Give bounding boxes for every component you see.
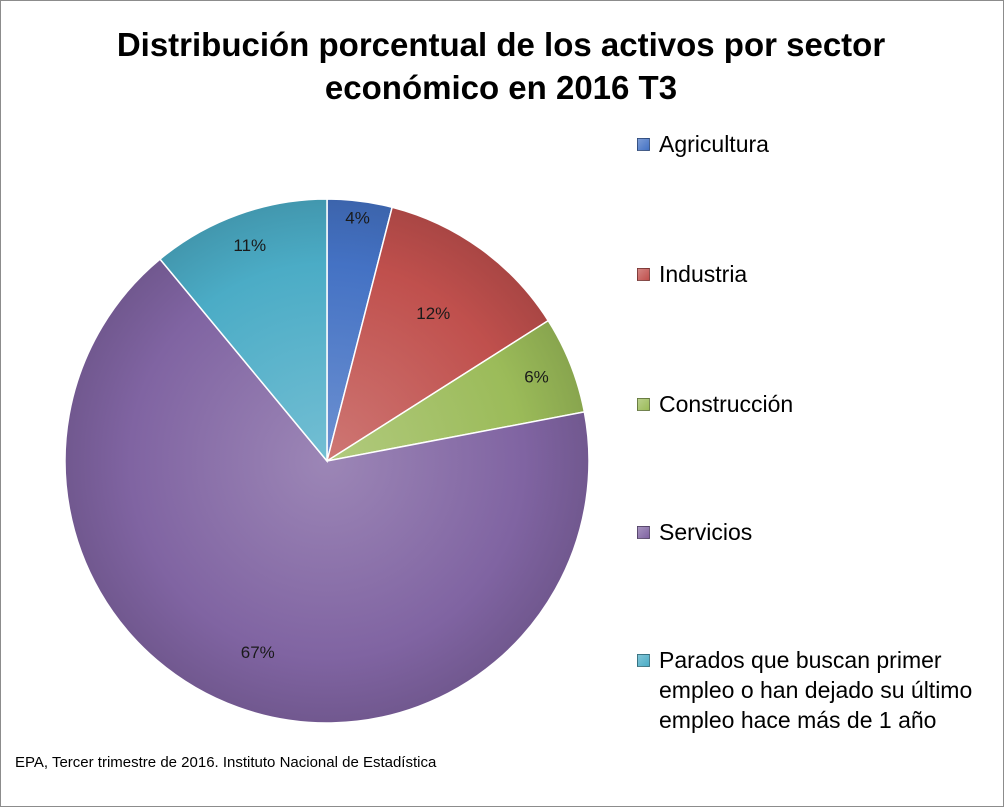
legend-swatch xyxy=(637,398,650,411)
data-label-4: 67% xyxy=(241,643,275,662)
data-label-2: 12% xyxy=(416,304,450,323)
chart-title: Distribución porcentual de los activos p… xyxy=(116,26,886,106)
legend-label: Agricultura xyxy=(659,131,769,157)
legend-label: Parados que buscan primer empleo o han d… xyxy=(659,647,973,733)
source-note: EPA, Tercer trimestre de 2016. Instituto… xyxy=(15,754,437,771)
legend-swatch xyxy=(637,268,650,281)
pie-slice-5 xyxy=(158,198,328,464)
legend-swatch xyxy=(637,138,650,151)
legend-label: Industria xyxy=(659,261,748,287)
data-label-1: 4% xyxy=(345,209,370,228)
legend-swatch xyxy=(637,526,650,539)
pie-slice-2 xyxy=(325,206,550,463)
legend-label: Servicios xyxy=(659,519,753,545)
data-label-3: 6% xyxy=(524,368,549,387)
data-label-5: 11% xyxy=(233,236,266,255)
legend-label: Construcción xyxy=(659,391,794,417)
pie-data-labels: 4% 12% 6% 67% 11% xyxy=(233,209,548,662)
pie-slices xyxy=(64,198,590,724)
legend-swatch xyxy=(637,654,650,667)
pie-slice-4 xyxy=(64,258,590,724)
